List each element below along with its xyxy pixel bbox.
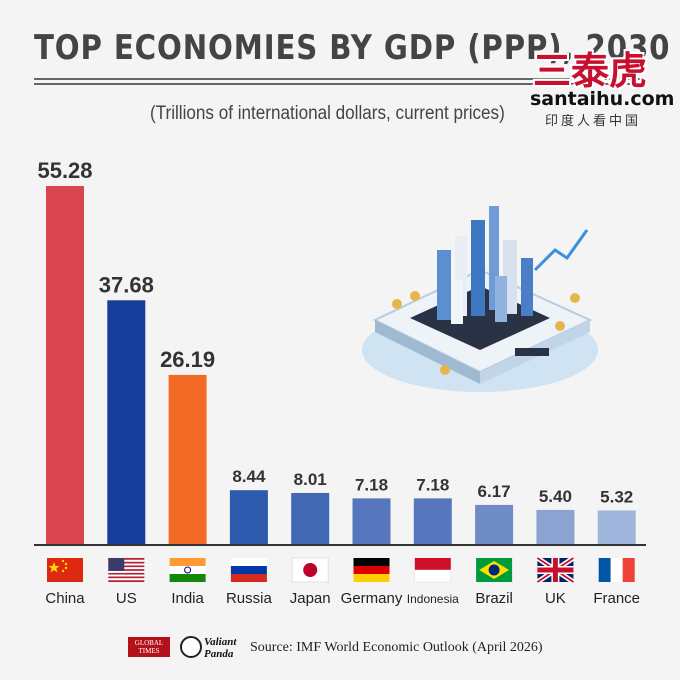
value-label-china: 55.28	[37, 158, 92, 183]
watermark-tagline: 印度人看中国	[545, 114, 642, 129]
category-label-russia: Russia	[226, 590, 273, 607]
bar-china	[46, 186, 84, 545]
bar-russia	[229, 490, 268, 545]
bar-indonesia	[413, 498, 452, 545]
panda-icon	[180, 636, 202, 658]
bar-germany	[352, 498, 391, 545]
flag-japan-icon	[291, 557, 329, 583]
category-label-us: US	[116, 590, 137, 607]
flag-indonesia-icon	[414, 558, 452, 583]
city-illustration	[362, 206, 598, 392]
category-label-france: France	[593, 590, 640, 607]
bar-france	[597, 510, 636, 545]
category-label-china: China	[45, 590, 85, 607]
bar-india	[168, 374, 207, 545]
valiant-panda-text: Valiant Panda	[204, 636, 237, 660]
category-label-uk: UK	[545, 590, 566, 607]
flag-germany-icon	[353, 558, 390, 582]
flag-china-icon	[47, 558, 83, 582]
title-underline-top	[34, 78, 646, 80]
category-label-indonesia: Indonesia	[407, 592, 459, 606]
value-label-india: 26.19	[160, 347, 215, 372]
category-label-germany: Germany	[341, 590, 403, 607]
value-label-japan: 8.01	[294, 470, 327, 489]
valiant-panda-logo: Valiant Panda	[180, 634, 242, 662]
value-label-russia: 8.44	[232, 467, 266, 486]
category-label-india: India	[171, 590, 204, 607]
global-times-logo: GLOBAL TIMES	[128, 637, 170, 657]
flag-france-icon	[598, 558, 635, 582]
value-label-france: 5.32	[600, 487, 633, 506]
value-label-brazil: 6.17	[478, 482, 511, 501]
bar-uk	[536, 509, 575, 545]
source-note: Source: IMF World Economic Outlook (Apri…	[250, 640, 543, 655]
bars-layer	[46, 186, 636, 545]
category-label-japan: Japan	[290, 590, 331, 607]
value-label-us: 37.68	[99, 272, 154, 297]
chart-subtitle: (Trillions of international dollars, cur…	[150, 103, 505, 124]
watermark-logo: 三泰虎	[533, 49, 648, 93]
value-label-germany: 7.18	[355, 475, 388, 494]
bar-us	[107, 300, 146, 545]
flag-brazil-icon	[476, 558, 513, 582]
flag-russia-icon	[230, 558, 267, 582]
title-underline-bottom	[34, 83, 646, 85]
bar-brazil	[475, 504, 514, 545]
labels-layer: 55.28 China 37.68 US 26.19 India 8.44 Russia 8.0…	[37, 158, 640, 607]
flag-india-icon	[169, 558, 206, 582]
value-label-uk: 5.40	[539, 487, 572, 506]
value-label-indonesia: 7.18	[416, 475, 449, 494]
flags-layer	[47, 555, 635, 585]
bar-japan	[291, 492, 330, 545]
flag-uk-icon	[536, 555, 575, 585]
chart-title: TOP ECONOMIES BY GDP (PPP), 2030	[34, 28, 671, 68]
watermark-site: santaihu.com	[530, 88, 675, 110]
flag-us-icon	[108, 558, 145, 582]
category-label-brazil: Brazil	[475, 590, 513, 607]
